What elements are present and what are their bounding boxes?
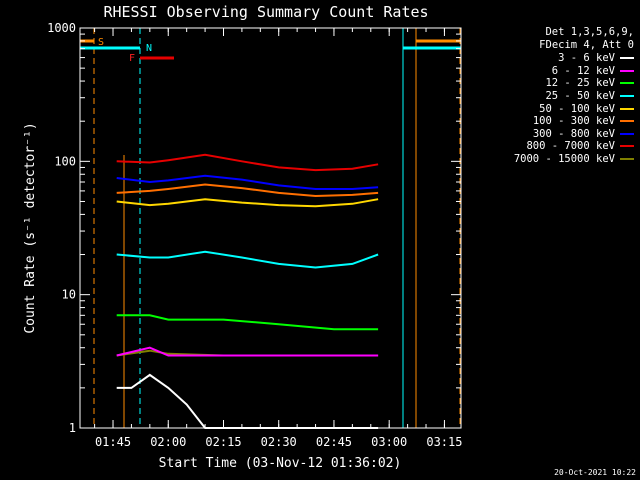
y-tick-label: 1 (69, 421, 76, 435)
x-tick-label: 03:00 (371, 435, 407, 449)
x-axis-label: Start Time (03-Nov-12 01:36:02) (159, 456, 402, 471)
series-line (116, 174, 379, 190)
series-line (116, 314, 379, 331)
legend-entry: 6 - 12 keV (470, 65, 634, 78)
legend-swatch (620, 107, 634, 110)
legend-entry: 800 - 7000 keV (470, 140, 634, 153)
legend-label: 7000 - 15000 keV (513, 153, 615, 166)
legend-entry: 100 - 300 keV (470, 115, 634, 128)
legend-rows: 3 - 6 keV 6 - 12 keV 12 - 25 keV 25 - 50 ke… (470, 52, 634, 165)
legend-label: 50 - 100 keV (539, 102, 615, 115)
legend-label: 25 - 50 keV (545, 90, 615, 103)
series-line (116, 183, 379, 198)
legend-label: 800 - 7000 keV (526, 140, 615, 153)
annotation-n: N (146, 43, 152, 54)
legend-header-line2: FDecim 4, Att 0 (539, 39, 634, 51)
y-tick-label: 10 (62, 288, 76, 302)
legend-entry: 3 - 6 keV (470, 52, 634, 65)
legend-swatch (620, 82, 634, 85)
annotation-f: F (129, 53, 135, 64)
series-layer (116, 153, 379, 429)
legend-swatch (620, 158, 634, 161)
legend-label: 300 - 800 keV (532, 127, 615, 140)
legend-entry: 7000 - 15000 keV (470, 153, 634, 166)
y-tick-label: 1000 (47, 21, 76, 35)
series-line (116, 153, 379, 172)
legend-entry: 25 - 50 keV (470, 90, 634, 103)
x-tick-label: 01:45 (95, 435, 131, 449)
legend-entry: 50 - 100 keV (470, 102, 634, 115)
observing-state-lines (80, 28, 461, 428)
legend-swatch (620, 69, 634, 72)
x-tick-label: 03:15 (426, 435, 462, 449)
series-line (116, 198, 379, 208)
legend-label: 12 - 25 keV (545, 77, 615, 90)
legend-entry: 12 - 25 keV (470, 77, 634, 90)
plot-frame (79, 27, 462, 429)
legend-label: 100 - 300 keV (532, 115, 615, 128)
axis-layer: 1 10 100 1000 01:45 02:00 02:15 02:30 02:45 03:00… (47, 21, 462, 449)
x-tick-label: 02:15 (205, 435, 241, 449)
legend: Det 1,3,5,6,9, FDecim 4, Att 0 3 - 6 keV… (470, 26, 634, 165)
x-tick-label: 02:45 (316, 435, 352, 449)
legend-header-line1: Det 1,3,5,6,9, (545, 26, 634, 38)
legend-swatch (620, 132, 634, 135)
footer-date: 20-Oct-2021 10:22 (554, 468, 636, 477)
series-line (116, 250, 379, 269)
x-tick-label: 02:30 (261, 435, 297, 449)
legend-entry: 300 - 800 keV (470, 128, 634, 141)
chart-title: RHESSI Observing Summary Count Rates (103, 3, 428, 21)
legend-swatch (620, 120, 634, 123)
legend-swatch (620, 57, 634, 60)
legend-swatch (620, 145, 634, 148)
legend-label: 3 - 6 keV (558, 52, 615, 65)
legend-swatch (620, 95, 634, 98)
annotation-s: S (98, 37, 104, 48)
series-line (116, 373, 379, 429)
y-tick-label: 100 (54, 154, 76, 168)
y-axis-label: Count Rate (s⁻¹ detector⁻¹) (23, 122, 38, 333)
legend-label: 6 - 12 keV (551, 64, 615, 77)
series-line (116, 346, 379, 357)
x-tick-label: 02:00 (150, 435, 186, 449)
